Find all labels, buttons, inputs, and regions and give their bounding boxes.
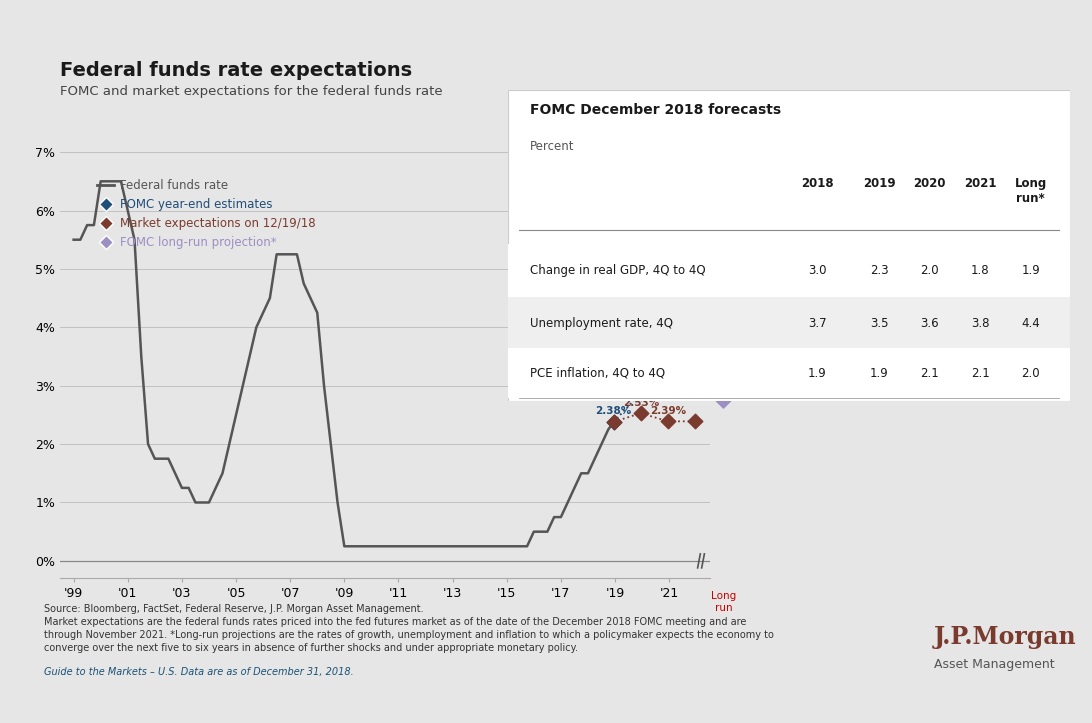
Text: 2.39%: 2.39%: [650, 406, 686, 416]
Text: 2.53%: 2.53%: [622, 398, 658, 408]
Point: [605, 416, 622, 428]
Text: Source: Bloomberg, FactSet, Federal Reserve, J.P. Morgan Asset Management.
Marke: Source: Bloomberg, FactSet, Federal Rese…: [44, 604, 773, 654]
Point: [686, 372, 703, 384]
Text: 2.38%: 2.38%: [595, 406, 632, 416]
Text: 3.13%: 3.13%: [677, 362, 713, 372]
Point: [605, 416, 622, 428]
Text: Change in real GDP, 4Q to 4Q: Change in real GDP, 4Q to 4Q: [531, 264, 705, 277]
Text: 1.9: 1.9: [1021, 264, 1041, 277]
Text: 2021: 2021: [964, 177, 996, 190]
Text: 3.5: 3.5: [869, 317, 888, 330]
Point: [632, 387, 650, 398]
Text: 2.88%: 2.88%: [622, 377, 658, 387]
Text: PCE inflation, 4Q to 4Q: PCE inflation, 4Q to 4Q: [531, 367, 665, 380]
Text: 1.8: 1.8: [971, 264, 989, 277]
Text: 2018: 2018: [800, 177, 833, 190]
Text: Percent: Percent: [531, 140, 574, 153]
Text: 1.9: 1.9: [808, 367, 827, 380]
Text: 3.0: 3.0: [808, 264, 827, 277]
Text: 4.4: 4.4: [1021, 317, 1041, 330]
Text: 2.3: 2.3: [869, 264, 888, 277]
Text: 3.6: 3.6: [921, 317, 939, 330]
Text: FOMC December 2018 forecasts: FOMC December 2018 forecasts: [531, 103, 782, 117]
Text: 3.13%: 3.13%: [650, 362, 686, 372]
Text: Guide to the Markets – U.S. Data are as of December 31, 2018.: Guide to the Markets – U.S. Data are as …: [44, 667, 354, 677]
Text: 2019: 2019: [863, 177, 895, 190]
Point: [714, 395, 732, 406]
Text: Long
run*: Long run*: [1014, 177, 1047, 205]
Text: Long
run: Long run: [711, 591, 736, 613]
Text: 2.0: 2.0: [921, 264, 939, 277]
Bar: [508, 348, 1070, 398]
Text: Federal funds rate expectations: Federal funds rate expectations: [60, 61, 412, 80]
Point: [660, 372, 677, 384]
Text: Unemployment rate, 4Q: Unemployment rate, 4Q: [531, 317, 674, 330]
Text: 3.7: 3.7: [808, 317, 827, 330]
Text: Asset Management: Asset Management: [934, 658, 1054, 671]
Text: 2020: 2020: [913, 177, 946, 190]
Point: [660, 416, 677, 427]
Text: FOMC and market expectations for the federal funds rate: FOMC and market expectations for the fed…: [60, 85, 442, 98]
Bar: [508, 297, 1070, 350]
Point: [686, 416, 703, 427]
Text: 2.75%: 2.75%: [704, 385, 743, 395]
Text: 1.9: 1.9: [869, 367, 888, 380]
Text: 2.0: 2.0: [1021, 367, 1040, 380]
Legend: Federal funds rate, FOMC year-end estimates, Market expectations on 12/19/18, FO: Federal funds rate, FOMC year-end estima…: [92, 174, 321, 254]
Text: J.P.Morgan: J.P.Morgan: [934, 625, 1077, 649]
Point: [632, 407, 650, 419]
Text: 2.1: 2.1: [971, 367, 989, 380]
Text: 2.1: 2.1: [921, 367, 939, 380]
Bar: [508, 244, 1070, 297]
FancyBboxPatch shape: [508, 90, 1070, 401]
Text: 3.8: 3.8: [971, 317, 989, 330]
